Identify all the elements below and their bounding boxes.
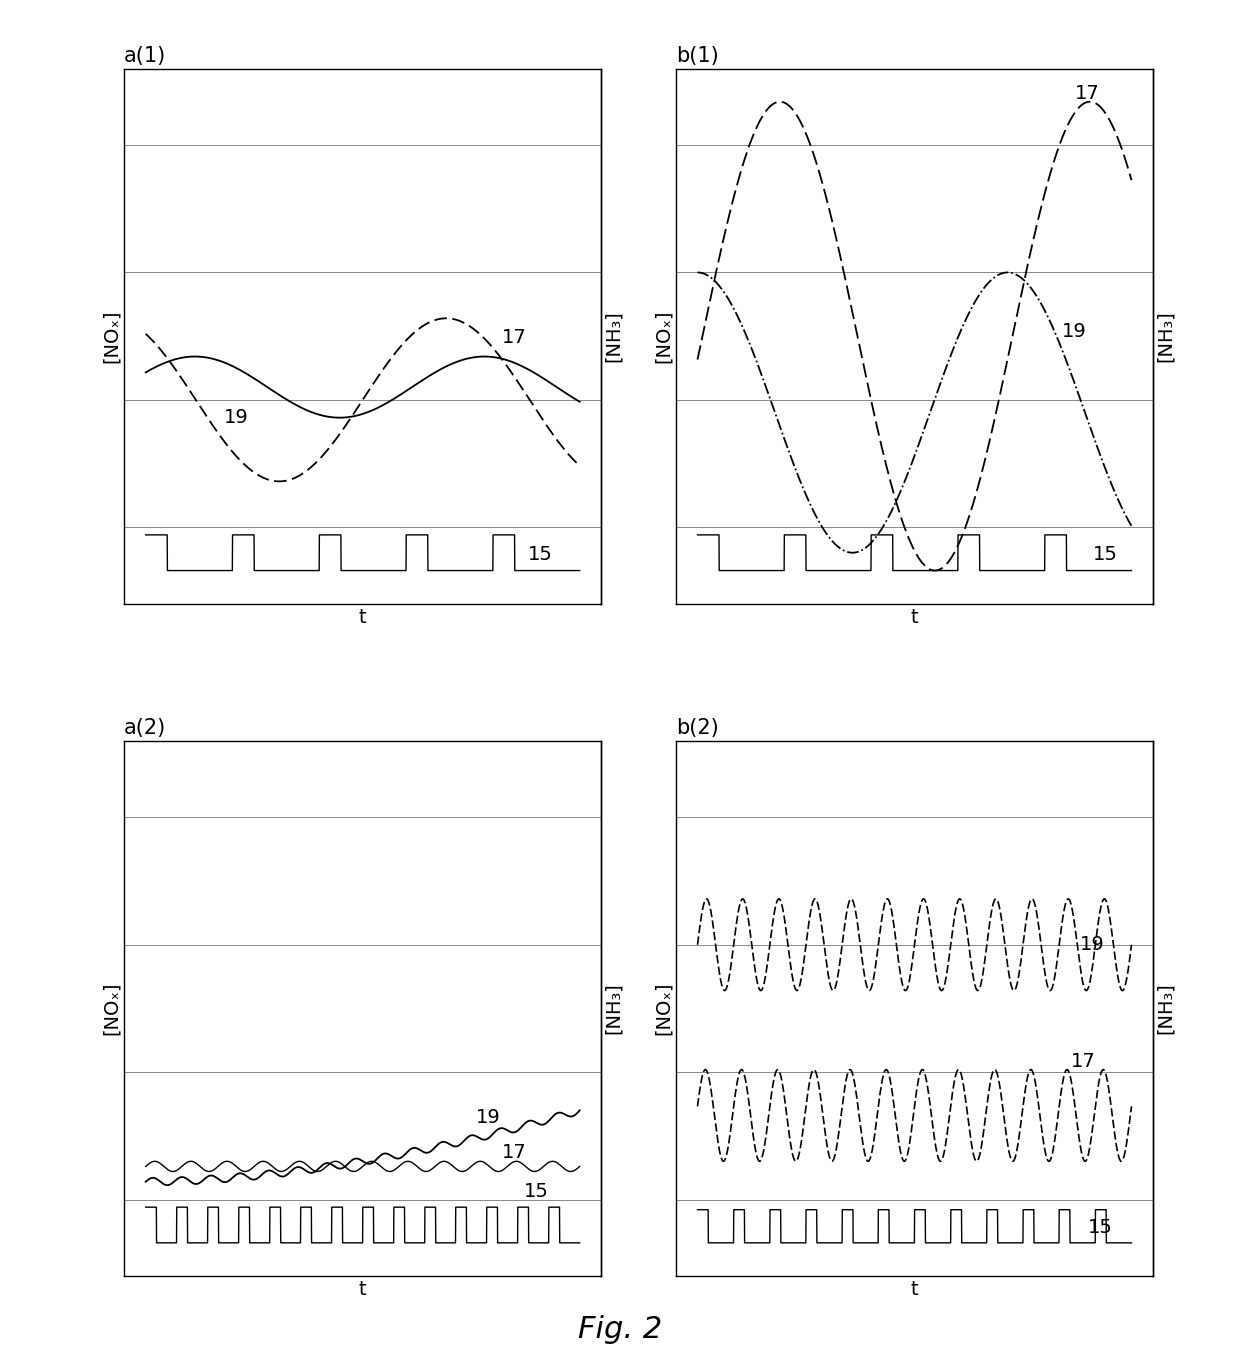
Text: b(1): b(1)	[676, 45, 718, 66]
Y-axis label: [NOₓ]: [NOₓ]	[653, 310, 673, 362]
Y-axis label: [NOₓ]: [NOₓ]	[653, 982, 673, 1034]
Text: 17: 17	[502, 328, 527, 347]
Text: 15: 15	[1092, 545, 1117, 564]
Text: 15: 15	[528, 545, 553, 564]
Text: Fig. 2: Fig. 2	[578, 1314, 662, 1343]
Text: 19: 19	[1063, 322, 1087, 342]
Y-axis label: [NH₃]: [NH₃]	[1156, 310, 1176, 362]
X-axis label: t: t	[910, 608, 919, 627]
Text: 19: 19	[476, 1109, 501, 1128]
X-axis label: t: t	[358, 1280, 367, 1299]
Text: 15: 15	[1089, 1217, 1114, 1236]
Text: 19: 19	[224, 407, 248, 427]
X-axis label: t: t	[910, 1280, 919, 1299]
Y-axis label: [NOₓ]: [NOₓ]	[102, 982, 122, 1034]
Text: a(1): a(1)	[124, 45, 166, 66]
Y-axis label: [NH₃]: [NH₃]	[604, 310, 624, 362]
Text: 19: 19	[1080, 936, 1105, 955]
Text: a(2): a(2)	[124, 718, 166, 738]
Text: b(2): b(2)	[676, 718, 718, 738]
Text: 17: 17	[502, 1143, 527, 1162]
Y-axis label: [NH₃]: [NH₃]	[604, 982, 624, 1034]
Text: 15: 15	[523, 1181, 548, 1200]
Y-axis label: [NH₃]: [NH₃]	[1156, 982, 1176, 1034]
X-axis label: t: t	[358, 608, 367, 627]
Y-axis label: [NOₓ]: [NOₓ]	[102, 310, 122, 362]
Text: 17: 17	[1071, 1052, 1096, 1070]
Text: 17: 17	[1075, 84, 1100, 103]
